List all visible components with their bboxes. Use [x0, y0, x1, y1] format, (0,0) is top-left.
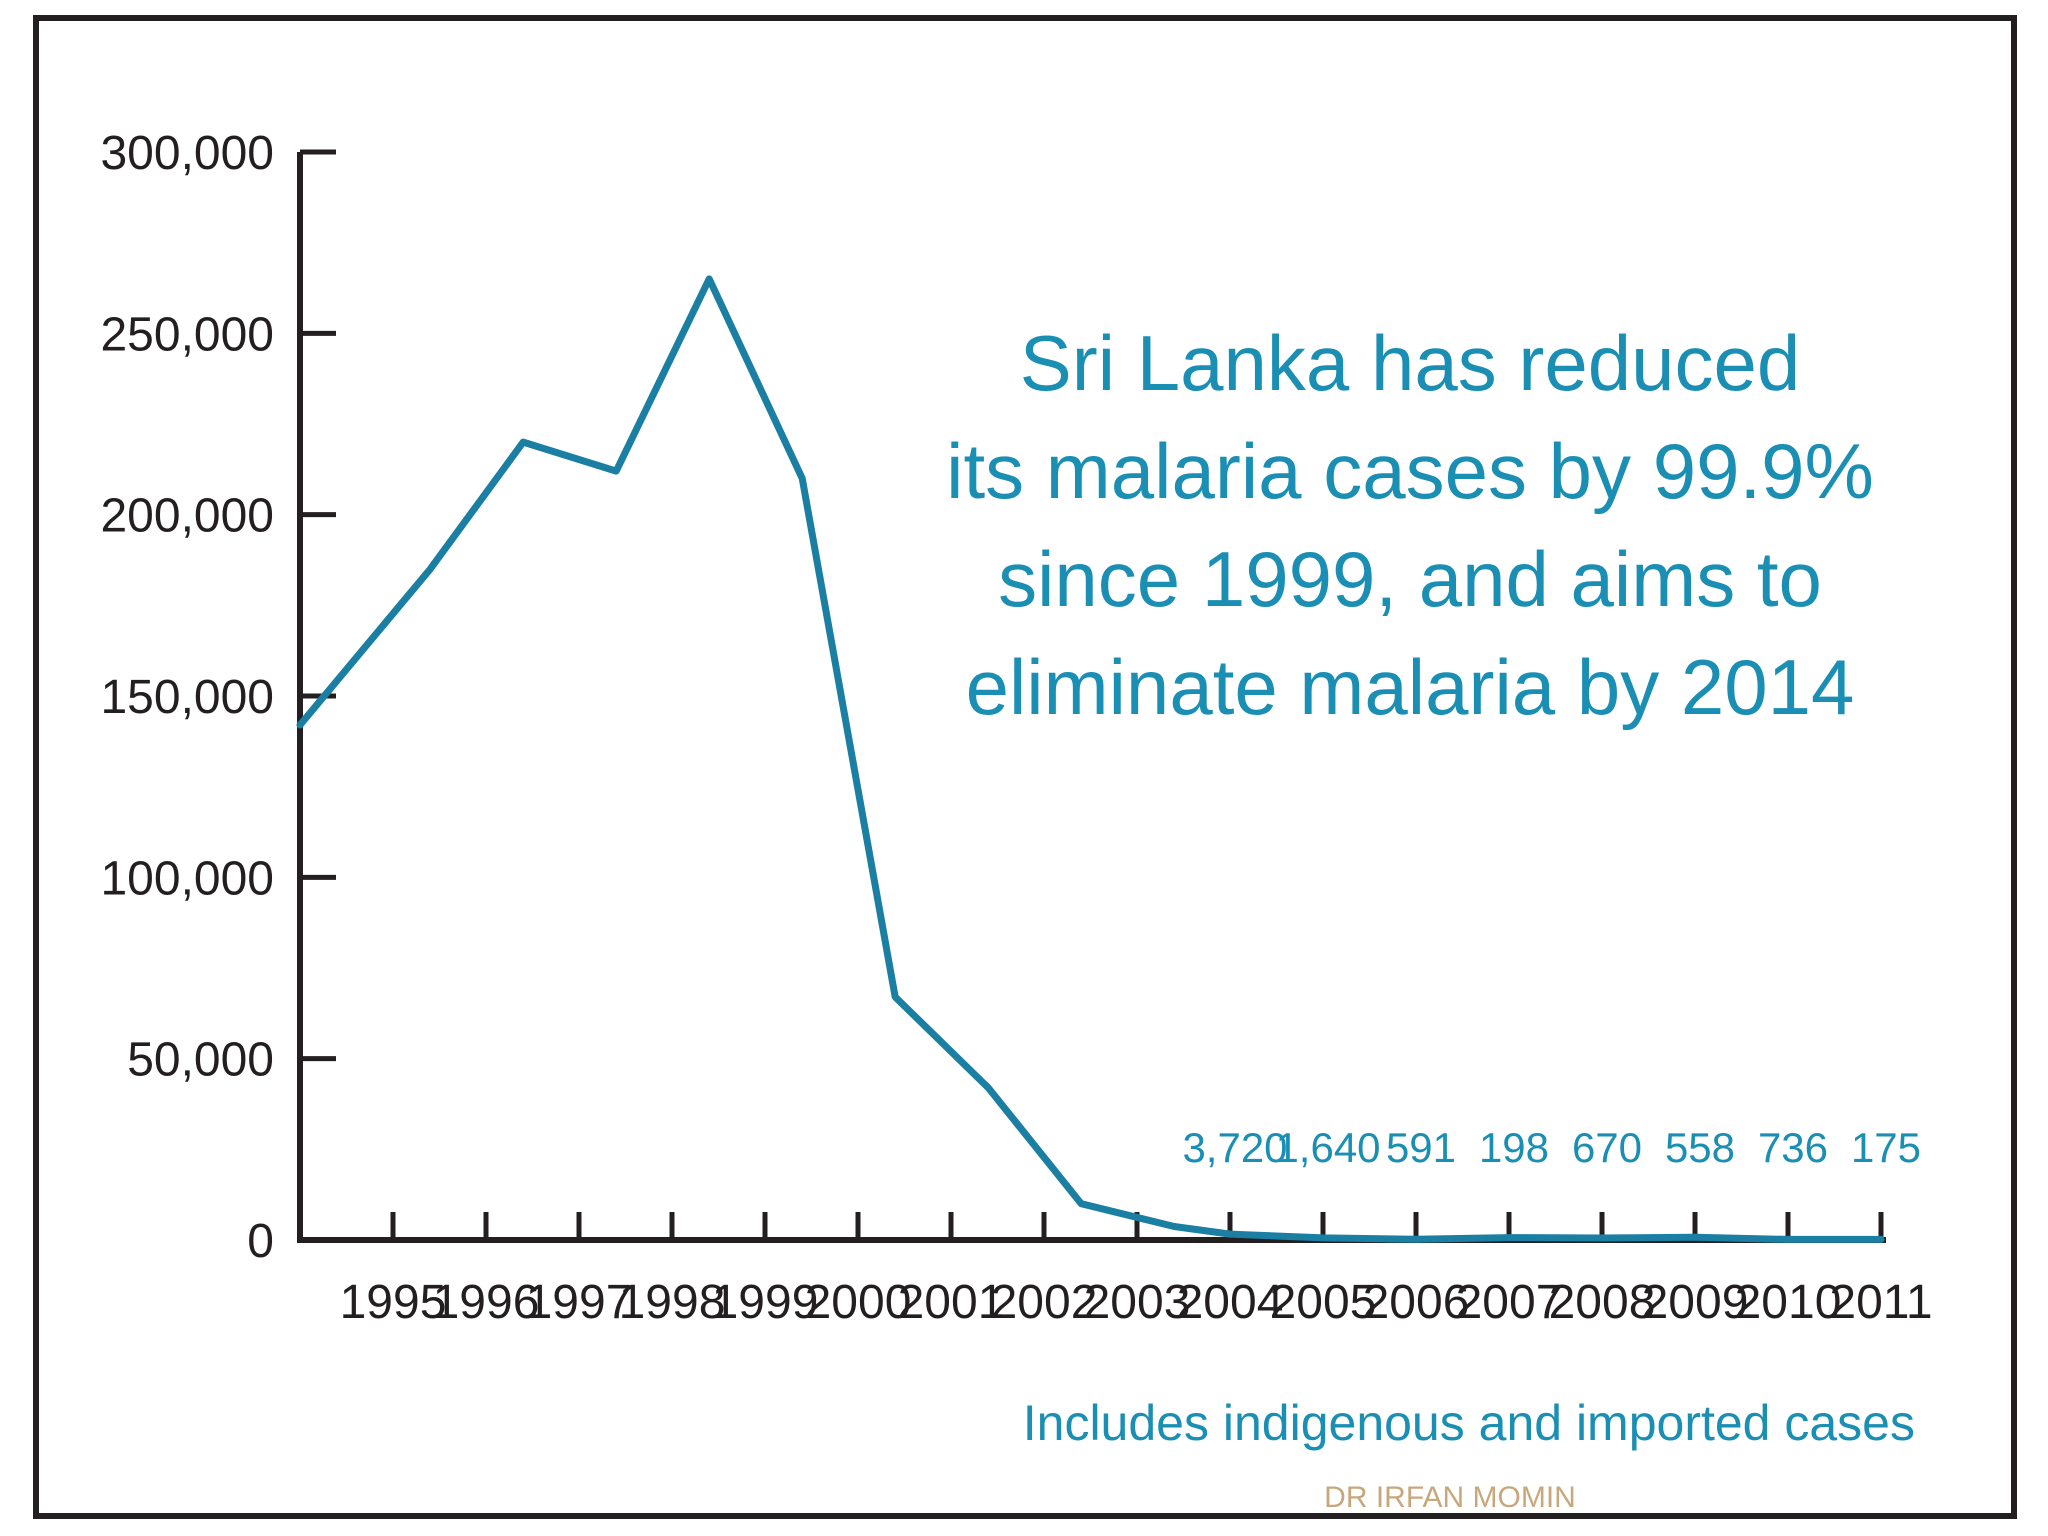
data-label: 591	[1386, 1124, 1456, 1171]
x-tick-label: 2011	[1829, 1276, 1932, 1329]
x-tick-label: 2010	[1735, 1276, 1842, 1329]
x-tick-label: 2000	[805, 1276, 912, 1329]
x-tick-label: 1996	[433, 1276, 540, 1329]
y-tick-labels: 0 50,000 100,000 150,000 200,000 250,000 300,0…	[100, 127, 274, 1268]
data-label: 558	[1665, 1124, 1735, 1171]
headline-line-1: Sri Lanka has reduced	[1020, 319, 1801, 407]
x-tick-label: 1998	[619, 1276, 726, 1329]
headline-line-4: eliminate malaria by 2014	[966, 643, 1855, 731]
y-tick-label: 250,000	[100, 308, 274, 361]
data-label: 736	[1758, 1124, 1828, 1171]
headline: Sri Lanka has reduced its malaria cases …	[946, 319, 1874, 731]
x-tick-label: 2001	[898, 1276, 1005, 1329]
watermark-text: DR IRFAN MOMIN	[1324, 1481, 1576, 1514]
x-tick-label: 2009	[1642, 1276, 1749, 1329]
y-tick-label: 300,000	[100, 127, 274, 180]
data-label: 198	[1479, 1124, 1549, 1171]
data-label: 1,640	[1275, 1124, 1380, 1171]
x-tick-label: 1997	[526, 1276, 633, 1329]
x-tick-label: 2002	[991, 1276, 1098, 1329]
y-tick-label: 200,000	[100, 490, 274, 543]
y-tick-label: 50,000	[127, 1034, 274, 1087]
data-label: 670	[1572, 1124, 1642, 1171]
x-tick-label: 1995	[340, 1276, 447, 1329]
x-tick-label: 1999	[712, 1276, 819, 1329]
data-label: 175	[1851, 1124, 1921, 1171]
x-tick-label: 2003	[1084, 1276, 1191, 1329]
y-tick-label: 0	[247, 1215, 274, 1268]
x-tick-label: 2005	[1270, 1276, 1377, 1329]
footnote: Includes indigenous and imported cases	[1023, 1395, 1915, 1451]
x-tick-label: 2007	[1456, 1276, 1563, 1329]
y-tick-label: 100,000	[100, 852, 274, 905]
malaria-cases-line	[296, 275, 1885, 1243]
headline-line-2: its malaria cases by 99.9%	[946, 427, 1874, 515]
chart-frame	[33, 15, 2017, 1519]
x-tick-label: 2008	[1549, 1276, 1656, 1329]
x-tick-label: 2006	[1363, 1276, 1470, 1329]
x-tick-label: 2004	[1177, 1276, 1284, 1329]
x-tick-labels: 1995199619971998199920002001200220032004…	[340, 1276, 1933, 1329]
data-label: 3,720	[1182, 1124, 1287, 1171]
y-tick-label: 150,000	[100, 671, 274, 724]
headline-line-3: since 1999, and aims to	[998, 535, 1822, 623]
